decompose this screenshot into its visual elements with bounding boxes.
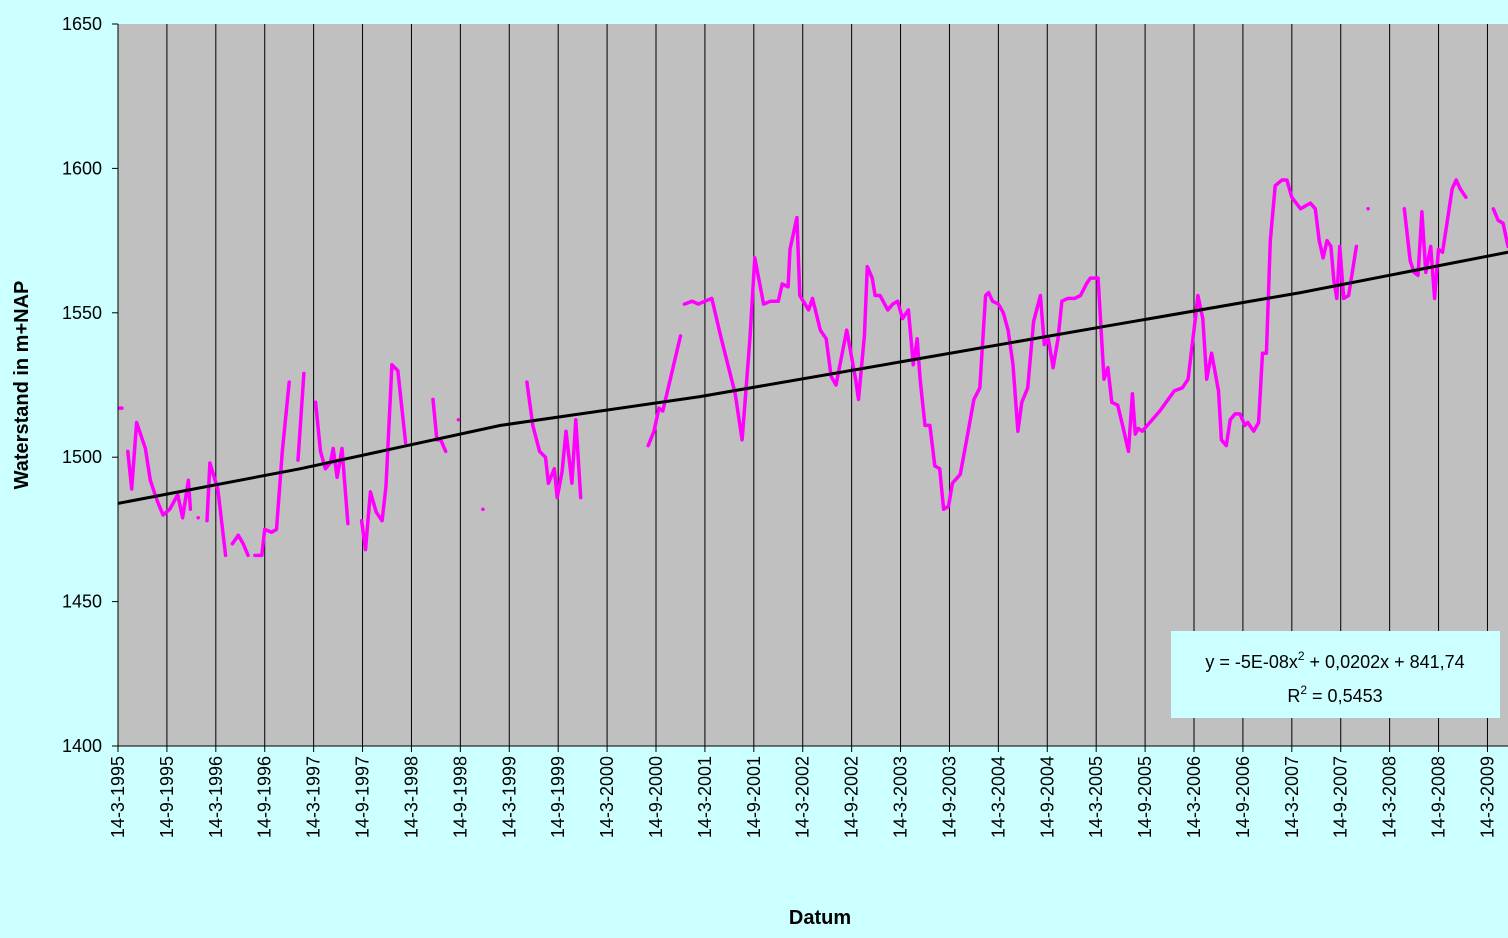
r2-lead: R (1287, 686, 1300, 706)
x-tick-label: 14-3-2004 (988, 756, 1008, 838)
x-tick-label: 14-3-1999 (499, 756, 519, 838)
y-axis-title: Waterstand in m+NAP (11, 281, 33, 490)
x-tick-label: 14-3-2000 (597, 756, 617, 838)
equation: y = -5E-08x2 + 0,0202x + 841,74 (1205, 649, 1464, 672)
x-tick-label: 14-9-2001 (744, 756, 764, 838)
x-tick-label: 14-9-1995 (157, 756, 177, 838)
x-tick-label: 14-9-2008 (1429, 756, 1449, 838)
x-tick-label: 14-9-2006 (1233, 756, 1253, 838)
y-tick-label: 1550 (62, 303, 102, 323)
y-tick-label: 1450 (62, 592, 102, 612)
x-tick-label: 14-3-2008 (1380, 756, 1400, 838)
x-tick-label: 14-3-1995 (108, 756, 128, 838)
x-tick-label: 14-9-2005 (1135, 756, 1155, 838)
x-tick-label: 14-9-1998 (450, 756, 470, 838)
r2-tail: = 0,5453 (1312, 686, 1383, 706)
x-tick-label: 14-3-2002 (793, 756, 813, 838)
equation-sup: 2 (1298, 649, 1305, 663)
x-tick-label: 14-3-1998 (401, 756, 421, 838)
x-tick-label: 14-9-2002 (842, 756, 862, 838)
y-tick-label: 1500 (62, 447, 102, 467)
x-tick-label: 14-3-1996 (206, 756, 226, 838)
y-tick-label: 1400 (62, 736, 102, 756)
x-tick-label: 14-3-1997 (304, 756, 324, 838)
x-tick-label: 14-9-1997 (353, 756, 373, 838)
x-tick-label: 14-9-2000 (646, 756, 666, 838)
plot-area (118, 24, 1508, 746)
x-tick-label: 14-3-2003 (891, 756, 911, 838)
r-squared: R2 = 0,5453 (1287, 683, 1382, 706)
r2-sup: 2 (1300, 683, 1307, 697)
x-tick-label: 14-9-2003 (939, 756, 959, 838)
x-tick-label: 14-9-1999 (548, 756, 568, 838)
equation-box (1171, 631, 1500, 718)
x-tick-label: 14-9-1996 (255, 756, 275, 838)
x-tick-label: 14-3-2001 (695, 756, 715, 838)
y-tick-label: 1650 (62, 14, 102, 34)
equation-lead: y = -5E-08x (1205, 652, 1298, 672)
x-tick-label: 14-9-2004 (1037, 756, 1057, 838)
trend-line (118, 250, 1508, 505)
x-tick-label: 14-3-2006 (1184, 756, 1204, 838)
x-tick-label: 14-3-2007 (1282, 756, 1302, 838)
y-tick-label: 1600 (62, 158, 102, 178)
x-tick-label: 14-3-2005 (1086, 756, 1106, 838)
equation-tail: + 0,0202x + 841,74 (1310, 652, 1465, 672)
data-line (118, 178, 1508, 558)
x-tick-label: 14-3-2009 (1477, 756, 1497, 838)
x-tick-label: 14-9-2007 (1331, 756, 1351, 838)
x-axis-title: Datum (789, 907, 851, 929)
